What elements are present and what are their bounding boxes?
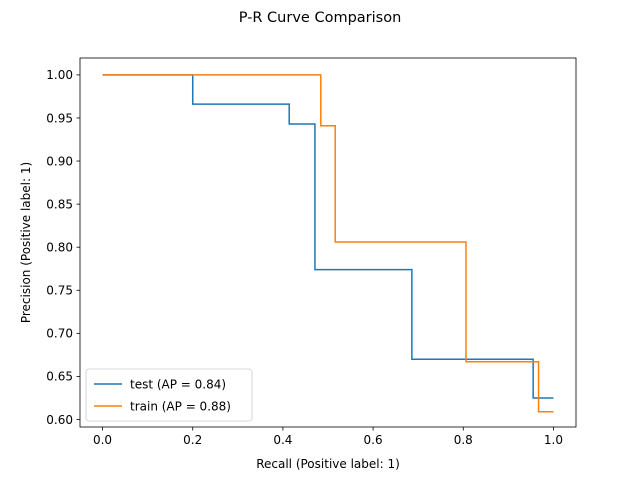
y-tick-label: 0.80 <box>46 240 73 254</box>
x-axis: 0.0 0.2 0.4 0.6 0.8 1.0 <box>93 427 563 447</box>
y-tick-label: 0.90 <box>46 154 73 168</box>
y-tick-label: 0.85 <box>46 197 73 211</box>
series-layer <box>102 74 554 413</box>
series-line-test <box>102 74 554 399</box>
legend-label: test (AP = 0.84) <box>130 377 226 391</box>
y-tick-label: 0.65 <box>46 370 73 384</box>
x-tick-label: 1.0 <box>544 433 563 447</box>
plot-frame <box>79 57 577 428</box>
y-tick-label: 0.60 <box>46 413 73 427</box>
series-line-train <box>102 74 554 413</box>
legend-box <box>85 368 253 422</box>
x-tick-label: 0.8 <box>454 433 473 447</box>
legend-label: train (AP = 0.88) <box>130 399 231 413</box>
x-tick-label: 0.0 <box>93 433 112 447</box>
y-tick-label: 0.75 <box>46 284 73 298</box>
y-tick-label: 0.70 <box>46 327 73 341</box>
y-tick-label: 1.00 <box>46 68 73 82</box>
y-axis-title: Precision (Positive label: 1) <box>19 162 33 323</box>
y-axis: 0.60 0.65 0.70 0.75 0.80 0.85 0.90 0.95 1.00 <box>46 68 80 427</box>
x-axis-title: Recall (Positive label: 1) <box>256 457 400 471</box>
x-tick-label: 0.6 <box>364 433 383 447</box>
chart-title: P-R Curve Comparison <box>239 10 402 26</box>
x-tick-label: 0.2 <box>183 433 202 447</box>
y-tick-label: 0.95 <box>46 111 73 125</box>
legend: test (AP = 0.84) train (AP = 0.88) <box>85 368 253 422</box>
x-tick-label: 0.4 <box>273 433 292 447</box>
